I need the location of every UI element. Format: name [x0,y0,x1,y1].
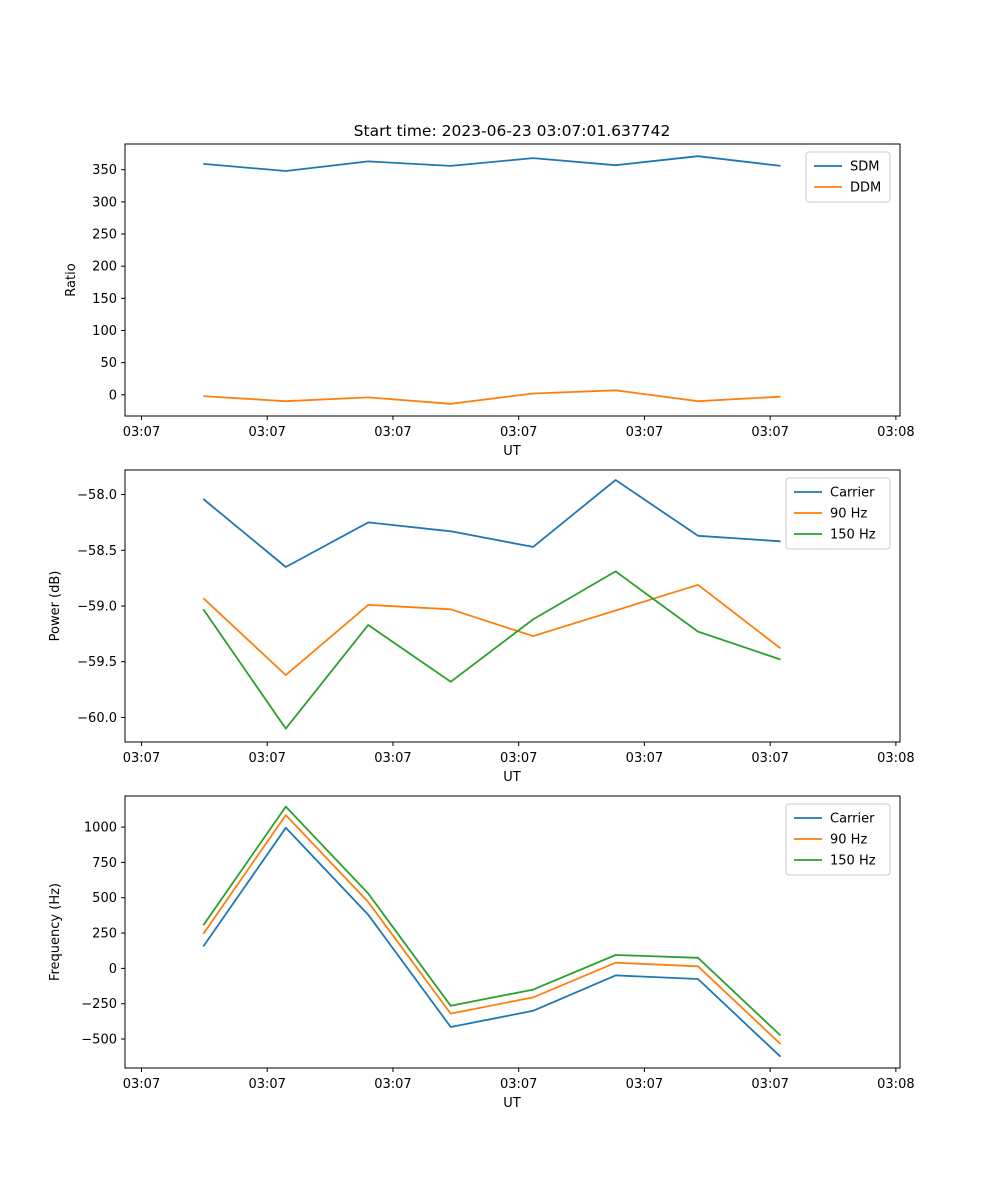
legend-label: SDM [850,160,879,175]
plot-frame [124,469,901,743]
x-tick-label: 03:08 [877,751,914,766]
x-axis-label: UT [503,770,521,785]
x-tick-label: 03:07 [626,1077,663,1092]
series-line-150-hz [202,570,781,730]
y-tick-label: −58.5 [77,544,117,559]
y-axis-label: Ratio [64,263,79,296]
x-tick-label: 03:07 [123,1077,160,1092]
chart-panel-1: 03:07 03:07 03:07 03:07 03:07 03:07 03:08 0 50 10… [64,143,915,459]
legend: Carrier 90 Hz 150 Hz [785,803,891,876]
legend-label: DDM [850,181,881,196]
legend-label: Carrier [830,486,875,501]
x-tick-label: 03:07 [751,425,788,440]
x-tick-label: 03:08 [877,425,914,440]
y-tick-label: 750 [92,856,117,871]
x-tick-label: 03:07 [374,1077,411,1092]
x-tick-label: 03:07 [123,751,160,766]
x-tick-label: 03:07 [500,751,537,766]
y-axis-label: Power (dB) [48,571,63,642]
series-line-carrier [202,479,781,568]
legend-label: Carrier [830,812,875,827]
legend-label: 90 Hz [830,507,867,522]
x-tick-label: 03:07 [500,425,537,440]
x-tick-label: 03:07 [500,1077,537,1092]
y-tick-label: 300 [92,195,117,210]
y-tick-label: 1000 [84,821,117,836]
chart-panel-3: 03:07 03:07 03:07 03:07 03:07 03:07 03:08 −500 −… [48,795,915,1111]
plot-frame [124,795,901,1069]
x-tick-label: 03:07 [626,751,663,766]
legend-box [785,477,891,550]
chart-panels: 03:07 03:07 03:07 03:07 03:07 03:07 03:08 0 50 10… [48,143,915,1111]
y-tick-label: 0 [109,962,117,977]
y-tick-label: 0 [109,388,117,403]
x-tick-label: 03:07 [751,751,788,766]
x-axis-label: UT [503,444,521,459]
series-line-sdm [203,155,781,172]
y-tick-label: 500 [92,891,117,906]
series-line-90-hz [202,583,782,676]
chart-panel-2: 03:07 03:07 03:07 03:07 03:07 03:07 03:08 −60.0… [48,469,915,785]
x-tick-label: 03:07 [751,1077,788,1092]
legend-label: 90 Hz [830,833,867,848]
y-axis-label: Frequency (Hz) [48,883,63,981]
y-tick-label: 50 [100,356,117,371]
y-tick-label: 100 [92,324,117,339]
legend: Carrier 90 Hz 150 Hz [785,477,891,550]
legend: SDM DDM [805,151,891,203]
x-tick-label: 03:07 [248,751,285,766]
y-tick-label: −250 [81,997,117,1012]
y-tick-label: 150 [92,292,117,307]
y-tick-label: −60.0 [77,711,117,726]
x-tick-label: 03:07 [248,425,285,440]
plot-frame [124,143,901,417]
y-tick-label: −59.0 [77,600,117,615]
x-axis-label: UT [503,1096,521,1111]
x-tick-label: 03:07 [626,425,663,440]
x-tick-label: 03:07 [248,1077,285,1092]
y-tick-label: 250 [92,927,117,942]
series-line-150-hz [202,805,782,1037]
series-line-ddm [203,389,781,405]
x-tick-label: 03:07 [123,425,160,440]
y-tick-label: 250 [92,228,117,243]
y-tick-label: −59.5 [77,655,117,670]
y-tick-label: −58.0 [77,488,117,503]
legend-label: 150 Hz [830,854,876,869]
legend-label: 150 Hz [830,528,876,543]
x-tick-label: 03:07 [374,425,411,440]
x-tick-label: 03:07 [374,751,411,766]
series-line-90-hz [202,814,782,1045]
y-tick-label: 350 [92,163,117,178]
y-tick-label: 200 [92,260,117,275]
series-line-carrier [202,826,782,1058]
legend-box [785,803,891,876]
legend-box [805,151,891,203]
x-tick-label: 03:08 [877,1077,914,1092]
y-tick-label: −500 [81,1033,117,1048]
figure-title: Start time: 2023-06-23 03:07:01.637742 [354,122,671,140]
